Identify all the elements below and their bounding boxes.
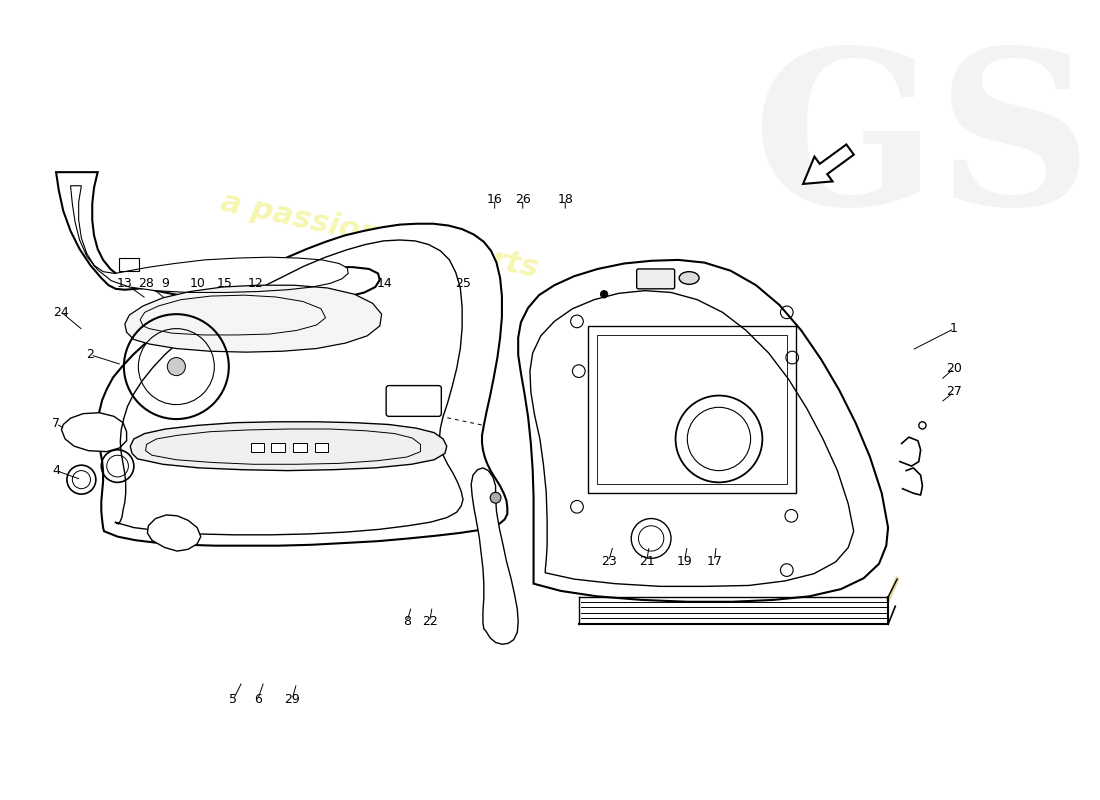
Polygon shape bbox=[70, 186, 349, 293]
Bar bbox=[120, 258, 140, 270]
Text: 19: 19 bbox=[676, 554, 693, 567]
Circle shape bbox=[167, 358, 186, 376]
Polygon shape bbox=[124, 286, 382, 352]
Text: 20: 20 bbox=[946, 362, 962, 375]
Polygon shape bbox=[56, 172, 380, 302]
Text: 22: 22 bbox=[421, 615, 438, 628]
Text: 26: 26 bbox=[515, 193, 530, 206]
Circle shape bbox=[491, 492, 501, 503]
Polygon shape bbox=[98, 224, 507, 546]
FancyBboxPatch shape bbox=[637, 269, 674, 289]
Text: 10: 10 bbox=[189, 277, 205, 290]
Text: 7: 7 bbox=[52, 417, 60, 430]
Text: 17: 17 bbox=[706, 554, 723, 567]
Text: 18: 18 bbox=[558, 193, 573, 206]
Text: 23: 23 bbox=[601, 554, 616, 567]
Text: a passion for parts: a passion for parts bbox=[219, 188, 541, 283]
Polygon shape bbox=[530, 290, 854, 586]
Polygon shape bbox=[114, 240, 463, 535]
Text: 12: 12 bbox=[249, 277, 264, 290]
Text: 28: 28 bbox=[139, 277, 154, 290]
Polygon shape bbox=[471, 468, 518, 644]
Text: 13: 13 bbox=[117, 277, 133, 290]
Bar bbox=[315, 442, 328, 452]
Polygon shape bbox=[62, 413, 126, 452]
Text: 2: 2 bbox=[87, 348, 95, 362]
Polygon shape bbox=[518, 260, 888, 602]
Text: 15: 15 bbox=[217, 277, 232, 290]
Bar bbox=[272, 442, 285, 452]
Bar bbox=[597, 335, 786, 484]
Text: 16: 16 bbox=[487, 193, 503, 206]
Text: 5: 5 bbox=[229, 693, 238, 706]
Bar bbox=[587, 326, 795, 494]
Text: 6: 6 bbox=[254, 693, 262, 706]
Text: 29: 29 bbox=[284, 693, 300, 706]
Bar bbox=[293, 442, 307, 452]
Text: 24: 24 bbox=[54, 306, 69, 319]
Text: 1: 1 bbox=[950, 322, 958, 335]
Circle shape bbox=[601, 290, 607, 298]
FancyArrow shape bbox=[803, 145, 854, 184]
Polygon shape bbox=[130, 422, 447, 470]
Text: 14: 14 bbox=[376, 277, 393, 290]
Text: GS: GS bbox=[752, 41, 1092, 250]
Text: 21: 21 bbox=[639, 554, 654, 567]
Bar bbox=[251, 442, 264, 452]
Text: 8: 8 bbox=[403, 615, 411, 628]
Polygon shape bbox=[147, 515, 201, 551]
Ellipse shape bbox=[679, 272, 700, 284]
Text: 4: 4 bbox=[52, 464, 60, 477]
Text: 25: 25 bbox=[455, 277, 471, 290]
Text: 9: 9 bbox=[162, 277, 169, 290]
Text: 27: 27 bbox=[946, 386, 962, 398]
